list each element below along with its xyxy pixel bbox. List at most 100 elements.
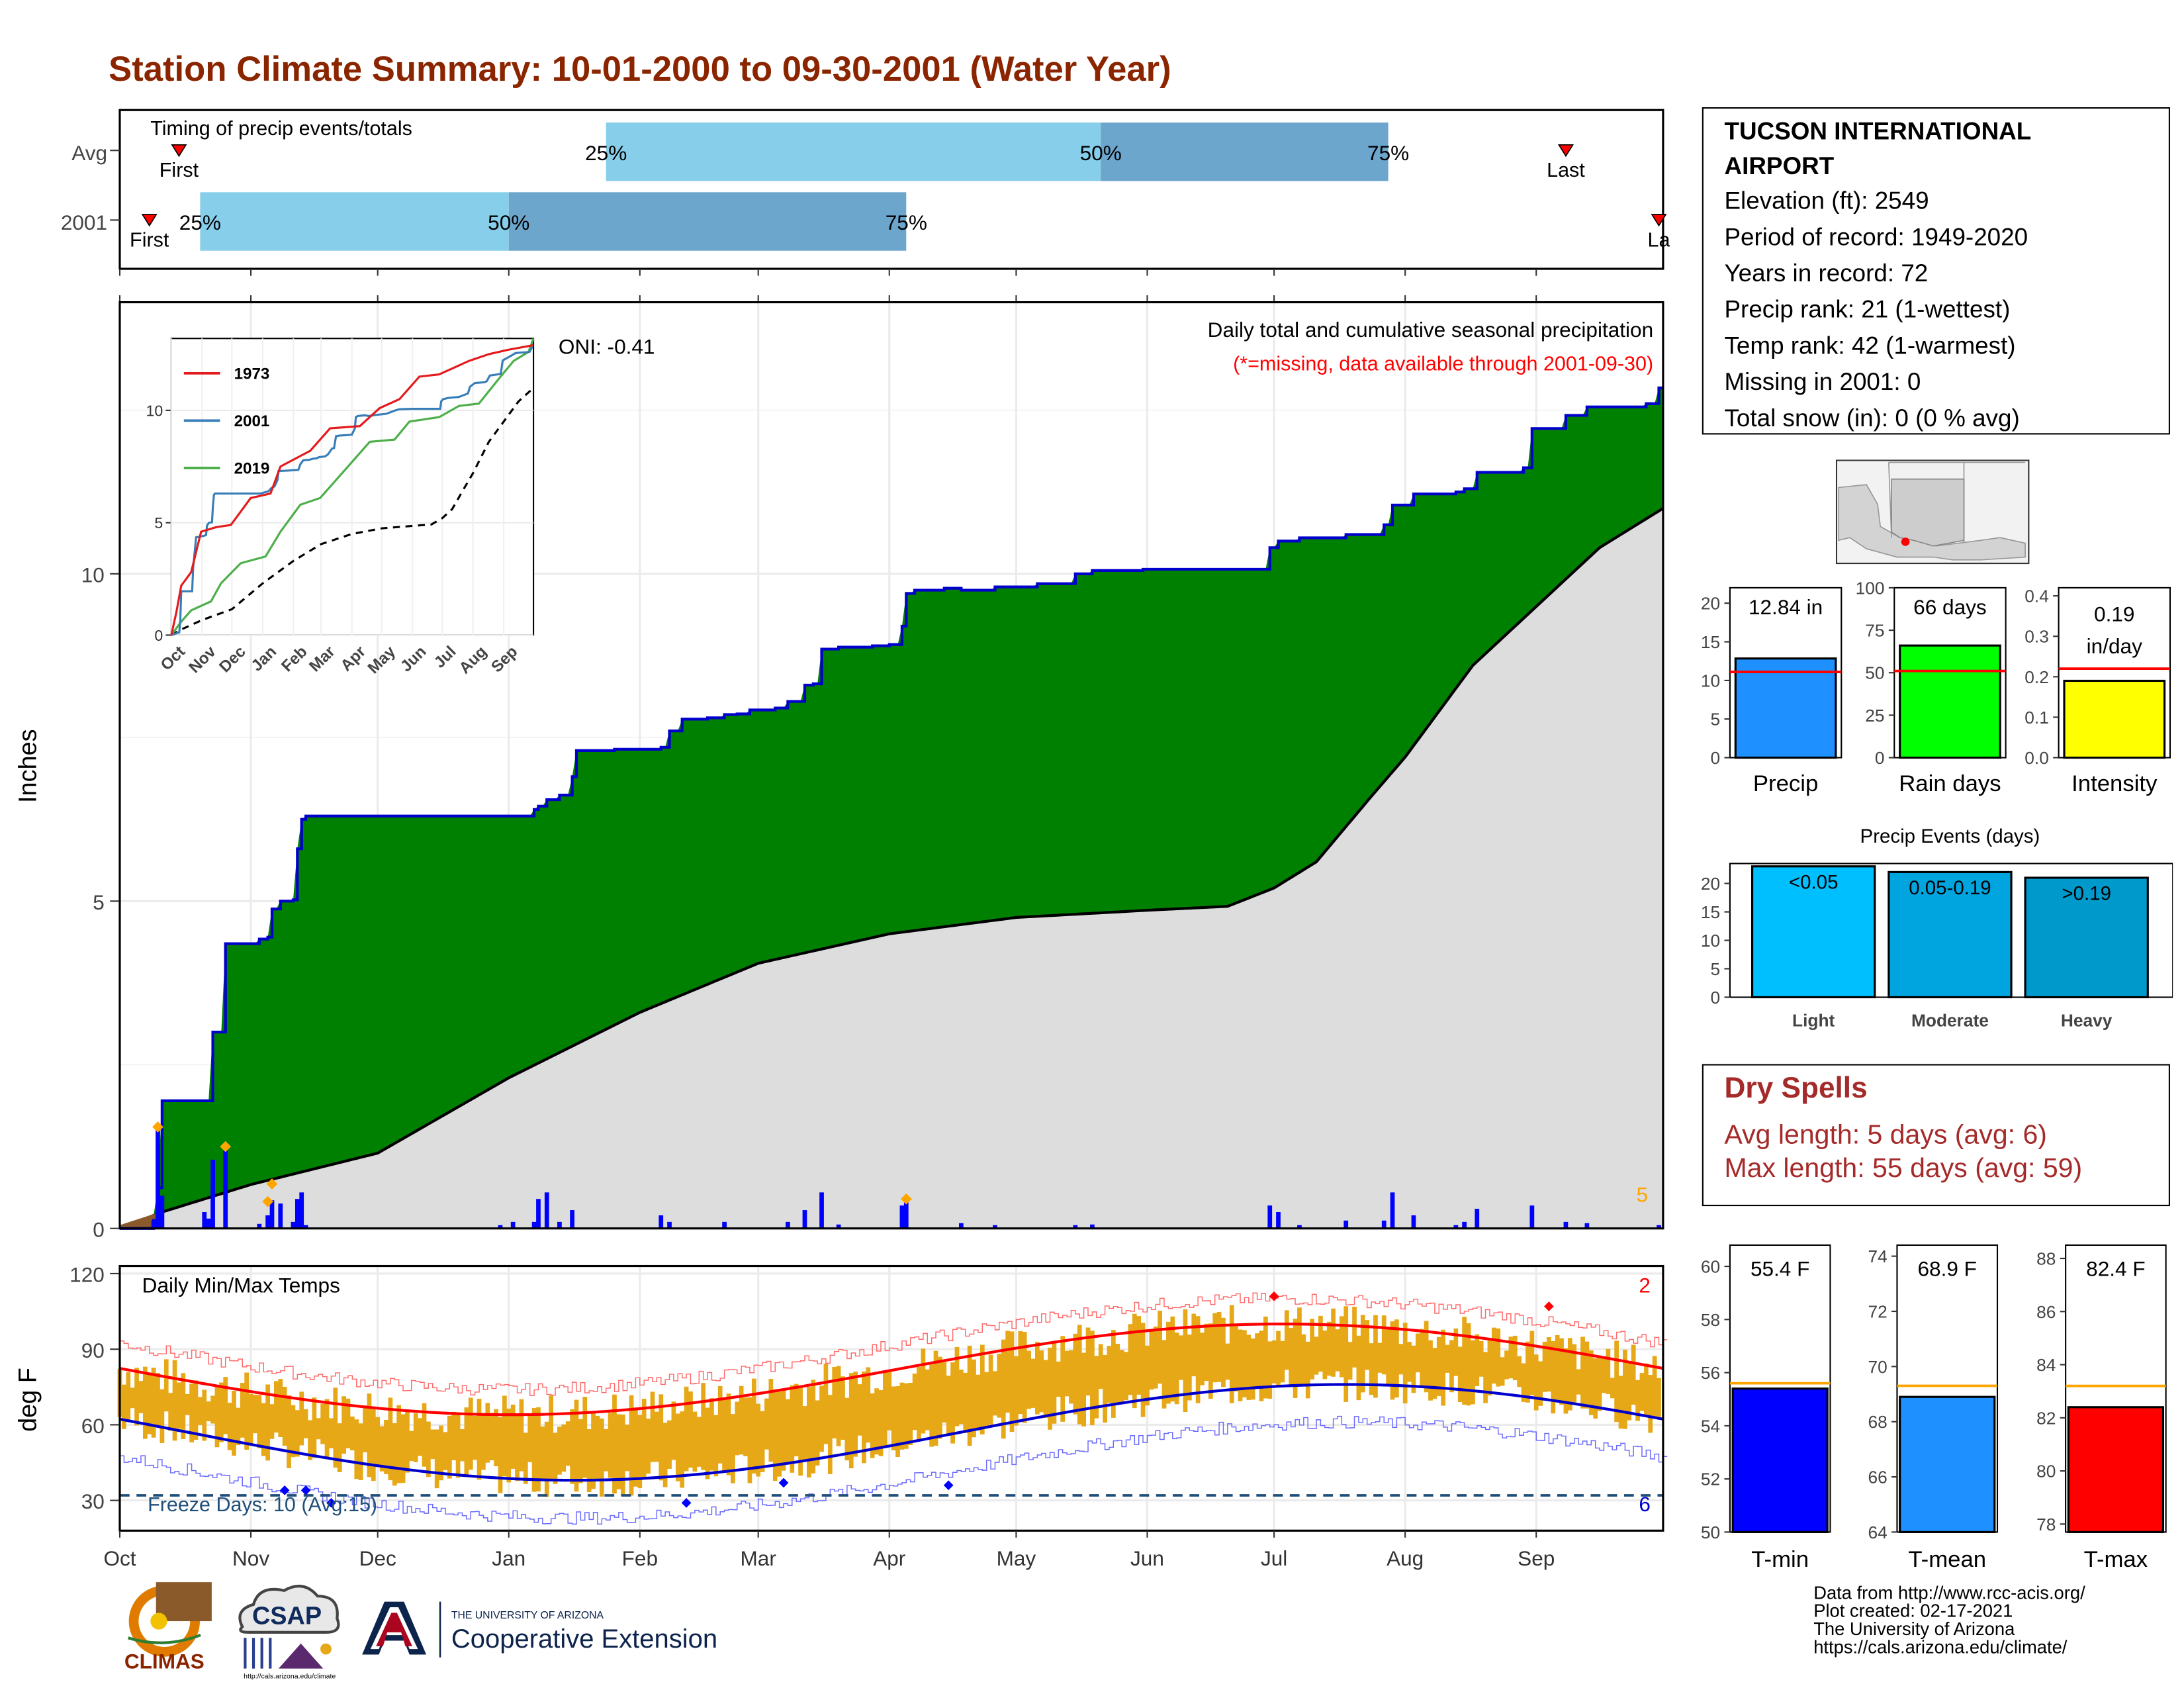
daily-precip-bar bbox=[1073, 1225, 1078, 1229]
events-bar-heavy bbox=[2024, 876, 2149, 999]
average-max-line bbox=[119, 1322, 1664, 1417]
csap-logo[interactable]: CSAP http://cals.arizona.edu/climate bbox=[228, 1579, 348, 1679]
daily-precip-bar bbox=[786, 1221, 790, 1229]
x-tick-label-aug: Aug bbox=[1387, 1546, 1424, 1570]
tbar-y-tick: 74 bbox=[1868, 1246, 1887, 1266]
x-tick-label-jul: Jul bbox=[1261, 1546, 1287, 1570]
daily-precip-bar bbox=[802, 1210, 807, 1229]
dry-spells-avg-line: Avg length: 5 days (avg: 6) bbox=[1724, 1119, 2047, 1150]
tbar-y-tick: 50 bbox=[1701, 1523, 1720, 1542]
timing-p25-label: 25% bbox=[179, 211, 221, 234]
daily-precip-bar bbox=[265, 1215, 270, 1229]
daily-precip-bar bbox=[1267, 1205, 1273, 1229]
daily-precip-bar bbox=[1529, 1205, 1535, 1229]
record-high-marker bbox=[1269, 1291, 1279, 1301]
tbar-y-tick: 68 bbox=[1868, 1412, 1887, 1432]
tbar-axis-label: T-max bbox=[2084, 1547, 2148, 1572]
daily-precip-bar bbox=[303, 1225, 308, 1229]
daily-precip-bar bbox=[819, 1192, 824, 1229]
mini-value-label: 0.19 bbox=[2094, 602, 2134, 626]
tbar-y-tick: 58 bbox=[1701, 1310, 1720, 1330]
inset-series-2019 bbox=[170, 338, 535, 636]
inset-average-line bbox=[171, 387, 535, 636]
mini-y-tick: 10 bbox=[1701, 671, 1720, 690]
tbar-y-tick: 60 bbox=[1701, 1257, 1720, 1277]
daily-precip-bar bbox=[1462, 1221, 1467, 1229]
tbar-y-tick: 66 bbox=[1868, 1468, 1887, 1487]
precip-y-tick-10: 10 bbox=[81, 563, 105, 586]
mini-y-tick: 15 bbox=[1701, 632, 1720, 652]
inset-legend-label: 2001 bbox=[234, 412, 270, 430]
daily-precip-bar bbox=[1453, 1225, 1459, 1229]
daily-precip-bar bbox=[278, 1203, 283, 1229]
tbar-y-tick: 52 bbox=[1701, 1470, 1720, 1489]
daily-precip-bar bbox=[498, 1225, 503, 1229]
events-y-tick: 20 bbox=[1701, 874, 1720, 894]
climas-logo[interactable]: CLIMAS bbox=[109, 1579, 220, 1679]
daily-precip-bar bbox=[1276, 1212, 1281, 1229]
tbar-y-tick: 82 bbox=[2036, 1408, 2056, 1428]
x-tick-label-sep: Sep bbox=[1518, 1546, 1555, 1570]
daily-precip-bar bbox=[202, 1212, 207, 1229]
last-event-marker bbox=[1651, 214, 1667, 227]
tbar-axis-label: T-min bbox=[1751, 1547, 1809, 1572]
station-line-years: Years in record: 72 bbox=[1724, 259, 1929, 287]
tbar-value-label: 82.4 F bbox=[2086, 1256, 2145, 1280]
mini-y-tick: 0.1 bbox=[2025, 708, 2049, 727]
precip-missing-note: (*=missing, data available through 2001-… bbox=[1233, 353, 1653, 375]
x-tick-label-dec: Dec bbox=[359, 1546, 396, 1570]
surplus-area bbox=[119, 388, 1663, 1229]
deficit-area bbox=[119, 1212, 158, 1229]
x-tick-label-may: May bbox=[997, 1546, 1036, 1570]
daily-precip-bar bbox=[544, 1192, 549, 1229]
mini-y-tick: 25 bbox=[1865, 706, 1884, 726]
daily-precip-bar bbox=[1090, 1224, 1095, 1229]
tbar-y-tick: 84 bbox=[2036, 1355, 2056, 1375]
daily-precip-bar bbox=[1381, 1220, 1387, 1229]
temp-panel-label: Daily Min/Max Temps bbox=[142, 1274, 340, 1297]
ua-logo[interactable]: THE UNIVERSITY OF ARIZONA Cooperative Ex… bbox=[357, 1596, 747, 1679]
station-line-snow: Total snow (in): 0 (0 % avg) bbox=[1724, 404, 2020, 432]
tbar-y-tick: 72 bbox=[1868, 1301, 1887, 1321]
events-axis-label: Moderate bbox=[1911, 1011, 1989, 1031]
first-event-marker bbox=[141, 214, 158, 227]
average-cumulative-area bbox=[119, 508, 1663, 1229]
heavy-event-marker bbox=[266, 1178, 278, 1190]
timing-row-avg-label: Avg bbox=[71, 141, 107, 165]
main-charts: Timing of precip events/totals Avg 2001 … bbox=[15, 109, 1670, 1570]
daily-precip-bar bbox=[210, 1159, 215, 1229]
daily-precip-bar bbox=[223, 1147, 228, 1229]
events-y-tick: 0 bbox=[1711, 988, 1721, 1008]
mini-y-tick: 20 bbox=[1701, 594, 1720, 614]
tbar-y-tick: 78 bbox=[2036, 1515, 2056, 1534]
daily-precip-bar bbox=[659, 1215, 664, 1229]
temp-y-tick-90: 90 bbox=[81, 1338, 105, 1362]
ua-logo-small-text: THE UNIVERSITY OF ARIZONA bbox=[451, 1610, 604, 1621]
mini-axis-label: Intensity bbox=[2071, 771, 2158, 796]
mini-value-label: 66 days bbox=[1913, 595, 1987, 619]
mini-y-tick: 0.0 bbox=[2025, 748, 2049, 768]
mini-y-tick: 0 bbox=[1711, 748, 1721, 768]
mini-bar-precip bbox=[1734, 657, 1837, 759]
daily-precip-bar bbox=[1657, 1225, 1661, 1229]
daily-precip-bar bbox=[536, 1199, 541, 1229]
footer-url: https://cals.arizona.edu/climate/ bbox=[1813, 1636, 2068, 1658]
tbar-y-tick: 70 bbox=[1868, 1357, 1887, 1377]
average-cumulative-line bbox=[119, 507, 1664, 1230]
first-event-label: First bbox=[130, 228, 169, 251]
x-axis: Oct Nov Dec Jan Feb Mar Apr May Jun Jul Aug Sep bbox=[103, 1530, 1555, 1570]
average-min-line bbox=[119, 1383, 1664, 1482]
station-line-elevation: Elevation (ft): 2549 bbox=[1724, 186, 1929, 215]
last-event-label: La bbox=[1648, 228, 1670, 251]
inset-y-tick: 0 bbox=[154, 627, 163, 644]
page-title: Station Climate Summary: 10-01-2000 to 0… bbox=[109, 50, 1171, 89]
inset-legend-label: 2019 bbox=[234, 459, 270, 477]
events-range-label: 0.05-0.19 bbox=[1909, 877, 1991, 899]
daily-precip-bar bbox=[903, 1197, 909, 1229]
inset-y-tick: 10 bbox=[146, 402, 163, 419]
daily-precip-bar bbox=[206, 1218, 211, 1229]
station-name-1: TUCSON INTERNATIONAL bbox=[1724, 117, 2032, 145]
record-max-line bbox=[119, 1292, 1668, 1396]
events-y-tick: 15 bbox=[1701, 902, 1720, 922]
